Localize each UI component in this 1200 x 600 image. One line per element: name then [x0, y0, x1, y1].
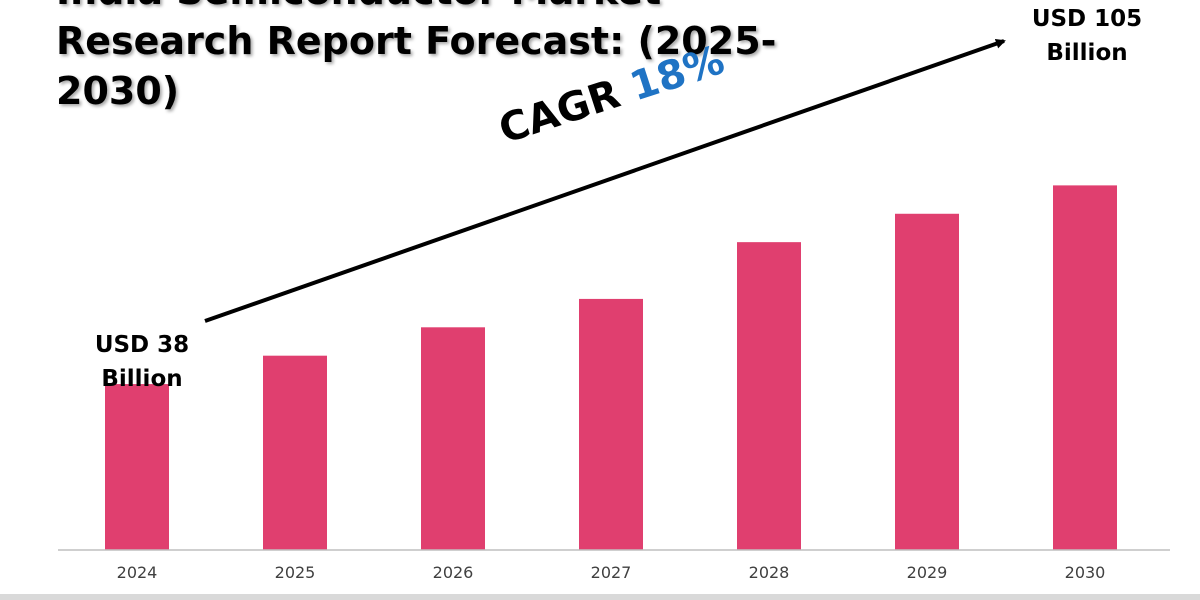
bar-2030 — [1053, 185, 1117, 550]
x-tick-label-2028: 2028 — [749, 563, 790, 582]
bar-2028 — [737, 242, 801, 550]
bar-2024 — [105, 384, 169, 550]
x-tick-label-2027: 2027 — [591, 563, 632, 582]
start-value-annotation: USD 38 Billion — [72, 328, 212, 396]
x-tick-label-2024: 2024 — [117, 563, 158, 582]
chart-title-line-2: Research Report Forecast: (2025- — [56, 19, 777, 63]
start-value-line-1: USD 38 — [94, 332, 190, 358]
growth-arrow — [204, 38, 1006, 323]
x-tick-label-2025: 2025 — [275, 563, 316, 582]
x-tick-label-2029: 2029 — [907, 563, 948, 582]
x-tick-label-2026: 2026 — [433, 563, 474, 582]
end-value-annotation: USD 105 Billion — [1012, 2, 1162, 70]
end-value-line-2: Billion — [1046, 40, 1128, 66]
bar-2027 — [579, 298, 643, 550]
start-value-line-2: Billion — [101, 366, 183, 392]
bar-2029 — [895, 213, 959, 550]
x-tick-labels: 2024 2025 2026 2027 2028 2029 2030 — [117, 563, 1106, 582]
chart-title: India Semiconductor Market Research Repo… — [56, 0, 816, 116]
chart-title-line-3: 2030) — [56, 69, 180, 113]
end-value-line-1: USD 105 — [1031, 6, 1143, 32]
bar-2025 — [263, 355, 327, 550]
bottom-divider — [0, 594, 1200, 600]
x-tick-label-2030: 2030 — [1065, 563, 1106, 582]
chart-title-line-1: India Semiconductor Market — [56, 0, 816, 16]
bars-group — [105, 185, 1117, 550]
bar-2026 — [421, 327, 485, 550]
